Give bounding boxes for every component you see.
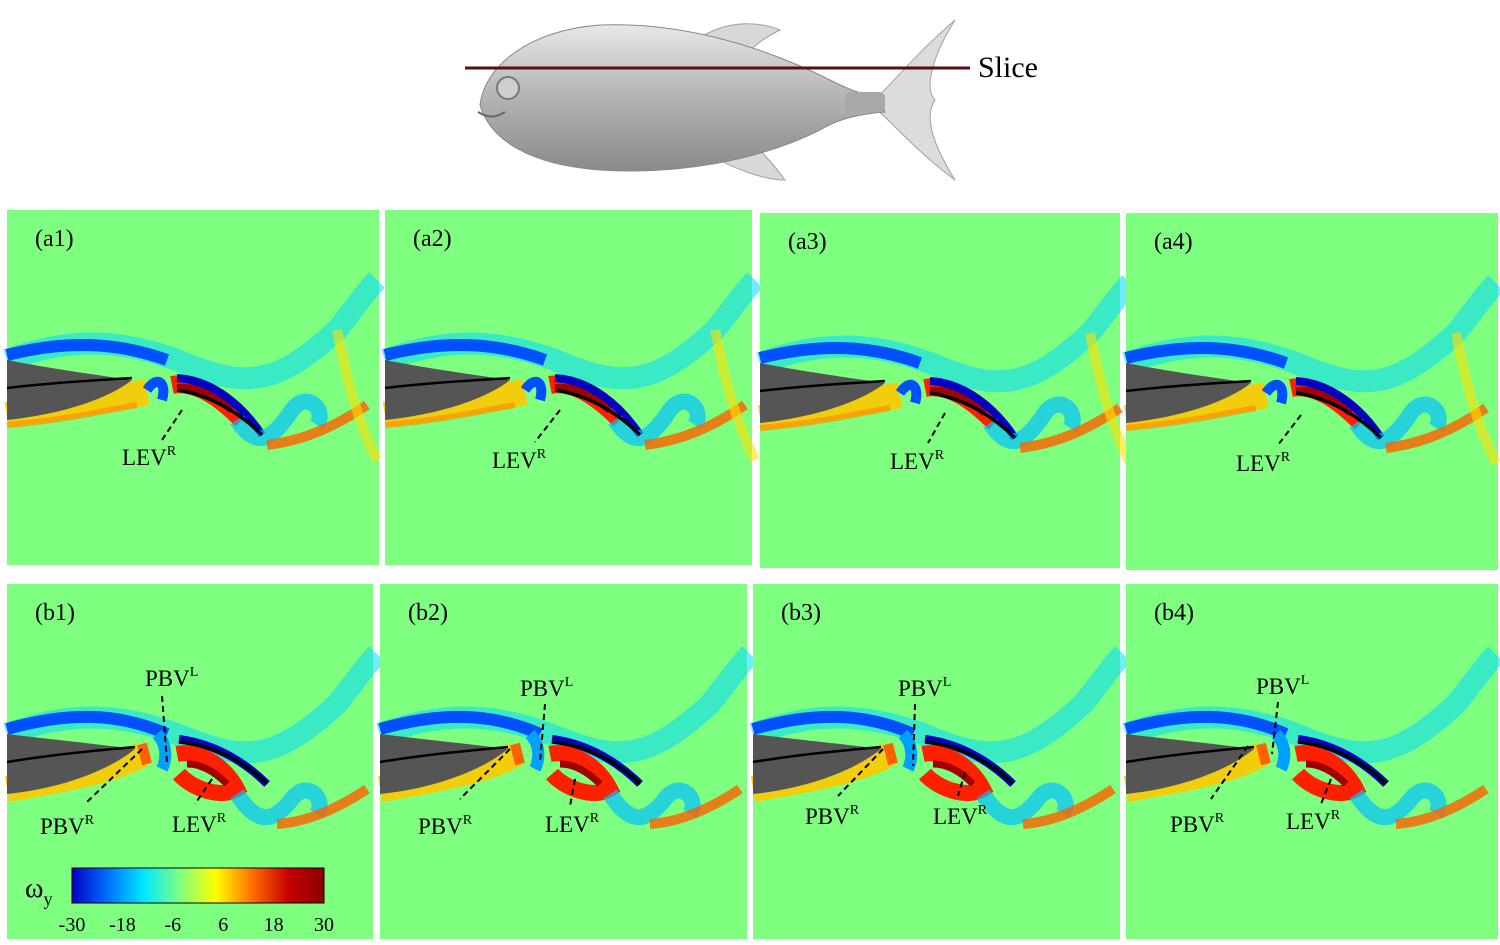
lev-r-annotation: LEVR <box>492 447 547 473</box>
leader-line <box>194 778 213 805</box>
leader-line <box>957 771 966 797</box>
leader-line <box>161 695 168 763</box>
panel-a2: (a2) LEVR <box>385 210 755 565</box>
panel-a1: (a1) LEVR <box>7 210 379 565</box>
panel-label: (a4) <box>1154 229 1193 255</box>
colorbar-tick-label: -6 <box>164 914 181 936</box>
caudal-fin <box>874 19 956 181</box>
fish-body <box>479 24 886 172</box>
pbv-l-annotation: PBVL <box>145 665 198 691</box>
fish-eye <box>496 76 520 100</box>
colorbar-gradient <box>71 867 325 904</box>
leader-line <box>161 409 183 441</box>
leader-line <box>1277 414 1302 446</box>
leader-line <box>569 778 576 807</box>
lev-r-annotation: LEVR <box>1236 450 1291 476</box>
colorbar: ωy -30 -18 -6 6 18 30 <box>25 867 334 936</box>
leader-line <box>912 703 916 767</box>
leader-line <box>1271 701 1279 755</box>
panel-label: (b2) <box>408 600 448 626</box>
panel-label: (a2) <box>413 226 452 252</box>
panel-b2: (b2) PBVL PBVR LEVR <box>380 584 750 939</box>
fish-mouth <box>477 111 506 118</box>
pbv-r-annotation: PBVR <box>40 813 95 839</box>
lev-r-annotation: LEVR <box>172 811 227 837</box>
panel-b4: (b4) PBVL PBVR LEVR <box>1126 584 1498 939</box>
pbv-l-annotation: PBVL <box>1256 673 1309 699</box>
fish-illustration: Slice <box>465 19 1038 181</box>
panel-a3: (a3) LEVR <box>760 213 1130 568</box>
slice-label: Slice <box>978 51 1038 84</box>
lev-r-annotation: LEVR <box>545 811 600 837</box>
caudal-peduncle <box>845 92 885 112</box>
pbv-r-annotation: PBVR <box>418 813 473 839</box>
leader-line <box>534 409 561 443</box>
panel-label: (b3) <box>781 600 821 626</box>
leader-line <box>927 412 946 444</box>
colorbar-tick-label: 18 <box>264 914 284 936</box>
lev-r-annotation: LEVR <box>1286 808 1341 834</box>
colorbar-tick-label: -18 <box>109 914 136 936</box>
leader-line <box>1320 778 1332 805</box>
pbv-l-annotation: PBVL <box>520 675 573 701</box>
leader-line <box>86 748 143 803</box>
leader-line <box>459 748 511 800</box>
panel-label: (a3) <box>788 229 827 255</box>
colorbar-ticks: -30 -18 -6 6 18 30 <box>59 914 334 936</box>
colorbar-symbol: ωy <box>25 873 52 909</box>
pbv-r-annotation: PBVR <box>1170 811 1225 837</box>
leader-line <box>1210 745 1249 800</box>
pbv-l-annotation: PBVL <box>898 675 951 701</box>
panel-label: (b1) <box>35 600 75 626</box>
panel-b1: (b1) PBVL PBVR LEVR ωy -30 -18 -6 6 18 30 <box>7 584 377 939</box>
pbv-r-annotation: PBVR <box>805 803 860 829</box>
panel-label: (b4) <box>1154 600 1194 626</box>
colorbar-tick-label: 6 <box>218 914 228 936</box>
lev-r-annotation: LEVR <box>933 803 988 829</box>
panel-b3: (b3) PBVL PBVR LEVR <box>753 584 1123 939</box>
colorbar-tick-label: -30 <box>59 914 86 936</box>
lev-r-annotation: LEVR <box>890 448 945 474</box>
panel-label: (a1) <box>35 226 74 252</box>
colorbar-tick-label: 30 <box>314 914 334 936</box>
panel-a4: (a4) LEVR <box>1126 213 1498 570</box>
lev-r-annotation: LEVR <box>122 444 177 470</box>
leader-line <box>837 748 884 797</box>
